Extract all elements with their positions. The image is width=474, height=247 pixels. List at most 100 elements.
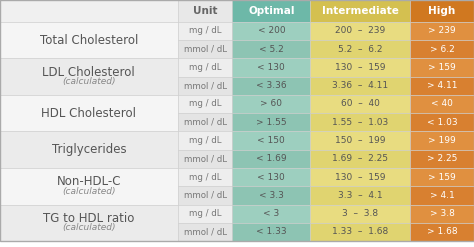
Bar bbox=[178, 131, 232, 150]
Bar bbox=[178, 186, 232, 205]
Text: < 3: < 3 bbox=[263, 209, 280, 218]
Bar bbox=[310, 95, 410, 113]
Text: mg / dL: mg / dL bbox=[189, 26, 221, 35]
Text: > 6.2: > 6.2 bbox=[429, 45, 455, 54]
Text: Total Cholesterol: Total Cholesterol bbox=[40, 34, 138, 46]
Text: 200  –  239: 200 – 239 bbox=[335, 26, 385, 35]
Bar bbox=[232, 95, 310, 113]
Bar bbox=[310, 223, 410, 241]
Bar bbox=[0, 95, 178, 131]
Text: Triglycerides: Triglycerides bbox=[52, 143, 126, 156]
Text: mmol / dL: mmol / dL bbox=[183, 81, 227, 90]
Text: < 200: < 200 bbox=[257, 26, 285, 35]
Text: mg / dL: mg / dL bbox=[189, 100, 221, 108]
Text: Unit: Unit bbox=[193, 6, 217, 16]
Bar bbox=[232, 186, 310, 205]
Text: 3.3  –  4.1: 3.3 – 4.1 bbox=[338, 191, 383, 200]
Text: LDL Cholesterol: LDL Cholesterol bbox=[43, 65, 135, 79]
Text: < 1.03: < 1.03 bbox=[427, 118, 457, 127]
Text: < 1.33: < 1.33 bbox=[256, 227, 287, 236]
Bar bbox=[410, 168, 474, 186]
Text: < 40: < 40 bbox=[431, 100, 453, 108]
Bar bbox=[0, 58, 178, 95]
Bar bbox=[410, 40, 474, 58]
Bar bbox=[178, 58, 232, 77]
Bar bbox=[310, 150, 410, 168]
Text: > 159: > 159 bbox=[428, 63, 456, 72]
Bar bbox=[0, 22, 178, 58]
Bar bbox=[178, 223, 232, 241]
Bar bbox=[232, 150, 310, 168]
Text: > 3.8: > 3.8 bbox=[429, 209, 455, 218]
Bar bbox=[410, 205, 474, 223]
Text: (calculated): (calculated) bbox=[62, 77, 116, 86]
Text: 150  –  199: 150 – 199 bbox=[335, 136, 385, 145]
Bar bbox=[310, 77, 410, 95]
Text: mg / dL: mg / dL bbox=[189, 63, 221, 72]
Bar bbox=[232, 58, 310, 77]
Bar bbox=[310, 0, 410, 22]
Bar bbox=[232, 40, 310, 58]
Text: < 1.69: < 1.69 bbox=[256, 154, 287, 163]
Bar bbox=[310, 40, 410, 58]
Text: mmol / dL: mmol / dL bbox=[183, 227, 227, 236]
Bar bbox=[178, 77, 232, 95]
Bar bbox=[232, 22, 310, 40]
Bar bbox=[0, 168, 178, 205]
Bar bbox=[178, 150, 232, 168]
Bar bbox=[310, 168, 410, 186]
Text: > 60: > 60 bbox=[260, 100, 283, 108]
Text: < 130: < 130 bbox=[257, 173, 285, 182]
Text: Intermediate: Intermediate bbox=[322, 6, 399, 16]
Bar bbox=[310, 22, 410, 40]
Text: < 130: < 130 bbox=[257, 63, 285, 72]
Bar bbox=[178, 168, 232, 186]
Bar bbox=[232, 131, 310, 150]
Text: < 3.36: < 3.36 bbox=[256, 81, 287, 90]
Bar bbox=[410, 113, 474, 131]
Text: > 2.25: > 2.25 bbox=[427, 154, 457, 163]
Bar bbox=[178, 95, 232, 113]
Bar bbox=[178, 113, 232, 131]
Text: < 3.3: < 3.3 bbox=[259, 191, 284, 200]
Bar bbox=[410, 186, 474, 205]
Text: 1.33  –  1.68: 1.33 – 1.68 bbox=[332, 227, 388, 236]
Bar bbox=[310, 131, 410, 150]
Text: 3.36  –  4.11: 3.36 – 4.11 bbox=[332, 81, 388, 90]
Text: mmol / dL: mmol / dL bbox=[183, 191, 227, 200]
Text: TG to HDL ratio: TG to HDL ratio bbox=[43, 212, 135, 225]
Text: mmol / dL: mmol / dL bbox=[183, 154, 227, 163]
Text: Non-HDL-C: Non-HDL-C bbox=[56, 175, 121, 188]
Bar bbox=[310, 205, 410, 223]
Text: High: High bbox=[428, 6, 456, 16]
Text: (calculated): (calculated) bbox=[62, 223, 116, 232]
Bar bbox=[178, 22, 232, 40]
Text: 130  –  159: 130 – 159 bbox=[335, 63, 385, 72]
Bar bbox=[0, 205, 178, 241]
Bar bbox=[232, 0, 310, 22]
Bar bbox=[310, 113, 410, 131]
Text: 3  –  3.8: 3 – 3.8 bbox=[342, 209, 378, 218]
Text: mmol / dL: mmol / dL bbox=[183, 118, 227, 127]
Text: Optimal: Optimal bbox=[248, 6, 295, 16]
Bar bbox=[0, 131, 178, 168]
Bar bbox=[232, 205, 310, 223]
Bar bbox=[310, 58, 410, 77]
Text: > 239: > 239 bbox=[428, 26, 456, 35]
Bar bbox=[232, 223, 310, 241]
Text: > 1.68: > 1.68 bbox=[427, 227, 457, 236]
Text: > 199: > 199 bbox=[428, 136, 456, 145]
Bar bbox=[410, 58, 474, 77]
Text: > 159: > 159 bbox=[428, 173, 456, 182]
Text: mmol / dL: mmol / dL bbox=[183, 45, 227, 54]
Bar bbox=[232, 77, 310, 95]
Bar bbox=[232, 113, 310, 131]
Text: mg / dL: mg / dL bbox=[189, 136, 221, 145]
Bar bbox=[410, 150, 474, 168]
Bar bbox=[0, 0, 178, 22]
Text: mg / dL: mg / dL bbox=[189, 209, 221, 218]
Bar bbox=[410, 95, 474, 113]
Text: > 4.11: > 4.11 bbox=[427, 81, 457, 90]
Bar bbox=[410, 131, 474, 150]
Text: 1.55  –  1.03: 1.55 – 1.03 bbox=[332, 118, 388, 127]
